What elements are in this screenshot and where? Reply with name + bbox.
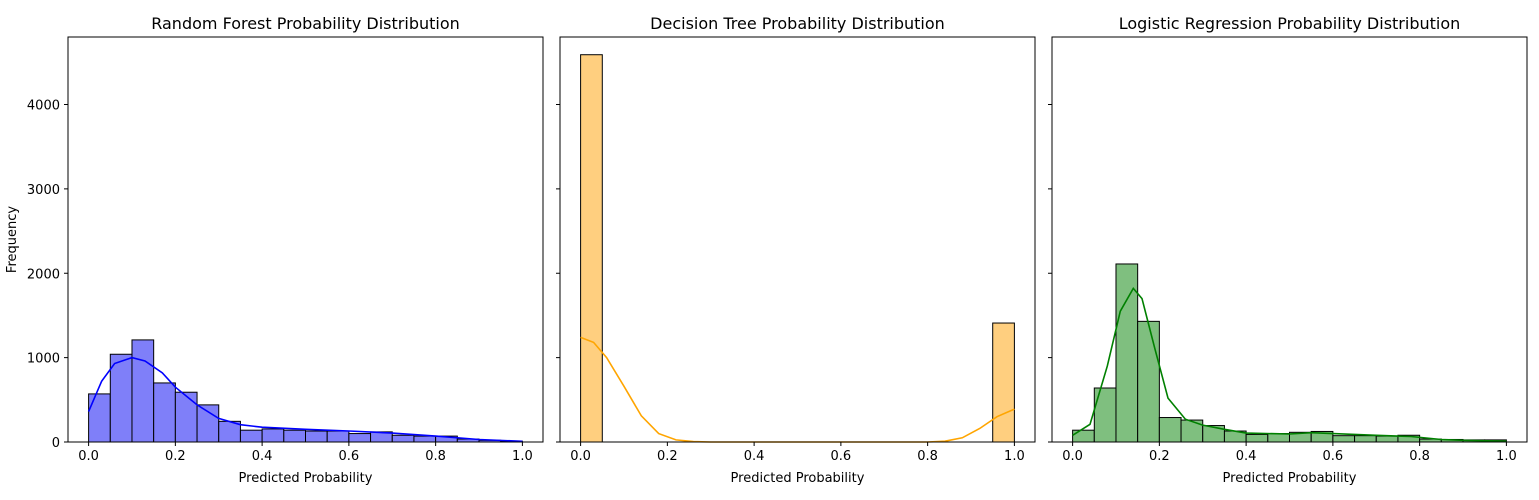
chart-title: Random Forest Probability Distribution	[151, 14, 460, 33]
histogram-bar	[1245, 433, 1269, 443]
histogram-bar	[348, 433, 372, 443]
histogram-bar	[326, 430, 350, 443]
histogram-bar	[153, 382, 176, 443]
x-tick-label: 0.2	[165, 449, 186, 464]
x-tick-label: 0.4	[744, 449, 765, 464]
x-tick-label: 0.0	[78, 449, 99, 464]
histogram-bar	[992, 322, 1015, 443]
chart-title: Decision Tree Probability Distribution	[650, 14, 945, 33]
histogram-bar	[109, 353, 133, 443]
x-axis-label: Predicted Probability	[239, 471, 373, 486]
histogram-bar	[413, 435, 437, 443]
histogram-bar	[1072, 429, 1095, 443]
histogram-bar	[131, 339, 155, 443]
histogram-bar	[1375, 435, 1399, 443]
y-tick-label: 4000	[27, 99, 60, 114]
histogram-bar	[1267, 433, 1291, 443]
histogram-bar	[1158, 417, 1182, 443]
histogram-bar	[283, 429, 307, 443]
chart-panel-1: 0.0 0.2 0.4 0.6 0.8 1.0 0 1000 2000 3000 4000 Rando…	[5, 14, 544, 486]
x-tick-label: 0.4	[1236, 449, 1257, 464]
histogram-bar	[174, 391, 198, 443]
x-tick-label: 0.8	[425, 449, 446, 464]
x-tick-label: 0.0	[1062, 449, 1083, 464]
x-tick-label: 0.0	[570, 449, 591, 464]
histogram-bar	[1332, 435, 1356, 443]
x-tick-label: 0.6	[831, 449, 852, 464]
histogram-bar	[305, 430, 328, 443]
histogram-bar	[196, 404, 220, 443]
histogram-bar	[580, 54, 603, 443]
kde-line	[87, 356, 523, 443]
x-tick-label: 0.6	[339, 449, 360, 464]
histogram-bar	[88, 393, 111, 443]
y-tick-label: 1000	[27, 352, 60, 367]
histogram-bar	[391, 434, 415, 443]
x-tick-label: 0.2	[657, 449, 678, 464]
y-axis-label: Frequency	[5, 206, 20, 273]
x-axis-label: Predicted Probability	[1223, 471, 1357, 486]
chart-panel-2: 0.0 0.2 0.4 0.6 0.8 1.0 Decision Tree Probabil…	[556, 14, 1036, 486]
x-tick-label: 1.0	[1496, 449, 1517, 464]
histogram-bar	[261, 428, 285, 443]
plot-frame	[67, 36, 544, 443]
x-tick-label: 0.4	[252, 449, 273, 464]
x-tick-label: 0.8	[917, 449, 938, 464]
y-tick-label: 2000	[27, 267, 60, 282]
x-tick-label: 0.6	[1323, 449, 1344, 464]
histogram-bar	[1137, 320, 1160, 443]
x-tick-label: 1.0	[1004, 449, 1025, 464]
chart-panel-3: 0.0 0.2 0.4 0.6 0.8 1.0 Logistic Regression Pr…	[1048, 14, 1528, 486]
kde-line	[1072, 287, 1507, 442]
plot-frame	[1051, 36, 1528, 443]
x-tick-label: 1.0	[512, 449, 533, 464]
x-tick-label: 0.2	[1149, 449, 1170, 464]
x-axis-label: Predicted Probability	[731, 471, 865, 486]
kde-line	[580, 336, 1015, 443]
y-tick-label: 3000	[27, 183, 60, 198]
histogram-bar	[239, 429, 263, 443]
plot-frame	[559, 36, 1036, 443]
x-tick-label: 0.8	[1409, 449, 1430, 464]
y-tick-label: 0	[52, 436, 60, 451]
histogram-bar	[1354, 435, 1377, 443]
chart-title: Logistic Regression Probability Distribu…	[1119, 14, 1461, 33]
